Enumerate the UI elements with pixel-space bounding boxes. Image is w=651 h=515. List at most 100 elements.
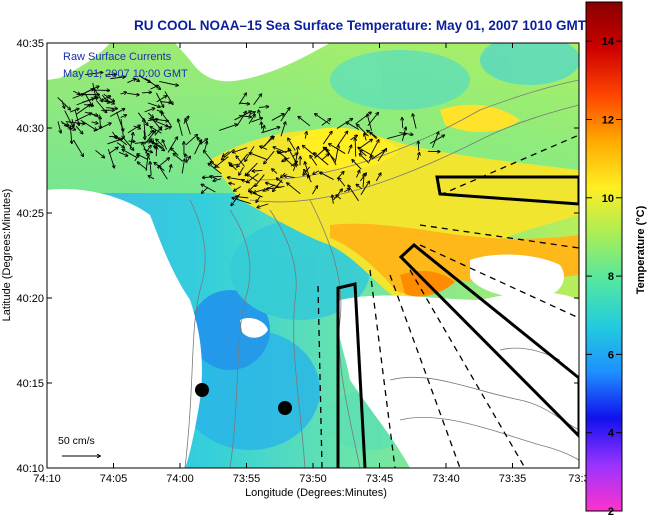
current-vector	[118, 151, 128, 156]
current-vector	[84, 105, 93, 106]
current-vector	[266, 185, 285, 189]
current-vector	[72, 118, 74, 126]
annotation-line-1: Raw Surface Currents	[63, 51, 172, 63]
current-vector	[370, 132, 377, 140]
current-vector	[169, 165, 171, 173]
current-vector	[338, 178, 346, 187]
current-vector	[100, 96, 110, 101]
current-vector	[109, 109, 124, 117]
current-vector	[173, 154, 183, 162]
current-vector	[315, 114, 331, 125]
current-vector	[204, 142, 208, 151]
current-vector	[65, 121, 85, 124]
annotation-line-2: May 01, 2007 10:00 GMT	[63, 68, 188, 80]
current-vector	[210, 162, 220, 169]
current-vector	[164, 127, 171, 131]
current-vector	[284, 176, 295, 179]
land-and-clouds	[47, 43, 579, 468]
current-vector	[148, 176, 155, 180]
x-tick-label: 74:10	[33, 473, 61, 485]
current-vector	[364, 134, 366, 141]
current-vector	[253, 94, 262, 106]
current-vector	[202, 187, 209, 193]
colorbar-tick-label: 6	[608, 349, 614, 361]
current-vector	[261, 137, 274, 149]
current-vector	[238, 93, 246, 105]
current-vector	[292, 164, 295, 172]
current-vector	[432, 132, 439, 148]
current-vector	[255, 174, 265, 187]
current-vector	[322, 132, 332, 145]
current-vector	[368, 156, 372, 163]
y-axis-label: Latitude (Degrees:Minutes)	[1, 189, 13, 322]
current-vector	[219, 124, 237, 131]
current-vector	[90, 90, 109, 91]
current-vector	[304, 170, 309, 177]
x-axis-label: Longitude (Degrees:Minutes)	[245, 487, 387, 499]
current-vector	[127, 93, 139, 95]
current-vector	[337, 131, 348, 146]
colorbar-tick-label: 14	[602, 36, 615, 48]
current-vector	[122, 150, 138, 159]
current-vector	[116, 142, 124, 147]
x-tick-label: 73:50	[299, 473, 327, 485]
current-vector	[84, 111, 98, 115]
radar-site-marker	[278, 401, 292, 415]
current-vector	[277, 178, 283, 184]
current-vector	[147, 112, 153, 118]
current-vector	[76, 98, 94, 106]
current-vector	[413, 114, 417, 129]
current-vector	[417, 153, 419, 161]
current-vector	[358, 148, 374, 157]
current-vector	[239, 167, 244, 175]
current-vector	[277, 151, 287, 159]
current-vector	[144, 130, 145, 140]
current-vector	[230, 164, 239, 165]
current-vector	[210, 176, 217, 180]
current-vector	[352, 160, 362, 170]
radar-site-marker	[195, 383, 209, 397]
current-vector	[223, 151, 230, 157]
current-vector	[367, 114, 372, 131]
current-vector	[145, 154, 148, 171]
current-vector	[336, 172, 344, 180]
x-tick-label: 74:05	[100, 473, 128, 485]
y-tick-label: 40:15	[16, 378, 44, 390]
current-vector	[238, 115, 251, 117]
x-tick-label: 73:35	[499, 473, 527, 485]
current-vector	[161, 113, 172, 126]
plot-area	[47, 43, 579, 468]
current-vector	[401, 127, 406, 142]
current-vector	[156, 139, 164, 147]
current-vector	[76, 105, 91, 115]
current-vector	[287, 183, 301, 195]
current-vector	[234, 186, 242, 191]
current-vector	[273, 179, 283, 191]
current-vector	[144, 119, 146, 137]
current-vector	[69, 109, 79, 113]
current-vector	[236, 197, 249, 198]
current-vector	[215, 156, 229, 168]
current-vector	[159, 166, 168, 180]
current-vector	[95, 100, 106, 112]
current-vector	[203, 176, 222, 177]
current-vector	[222, 148, 235, 160]
current-vector	[156, 96, 167, 103]
x-tick-label: 73:45	[366, 473, 394, 485]
current-vector	[178, 119, 183, 136]
x-tick-label: 73:3	[568, 473, 589, 485]
current-vector	[367, 113, 378, 127]
current-vector	[134, 155, 139, 162]
current-vector	[324, 147, 336, 161]
current-vector	[259, 107, 268, 108]
colorbar-ticks: 2 4 6 8 10 12 14	[586, 36, 622, 515]
current-vector	[149, 118, 168, 127]
current-vector	[181, 159, 184, 174]
current-vector	[294, 147, 298, 166]
current-vector	[355, 112, 372, 125]
current-vector	[122, 137, 133, 151]
current-vector	[305, 132, 306, 139]
current-vector	[233, 147, 248, 153]
current-vector	[86, 89, 93, 93]
